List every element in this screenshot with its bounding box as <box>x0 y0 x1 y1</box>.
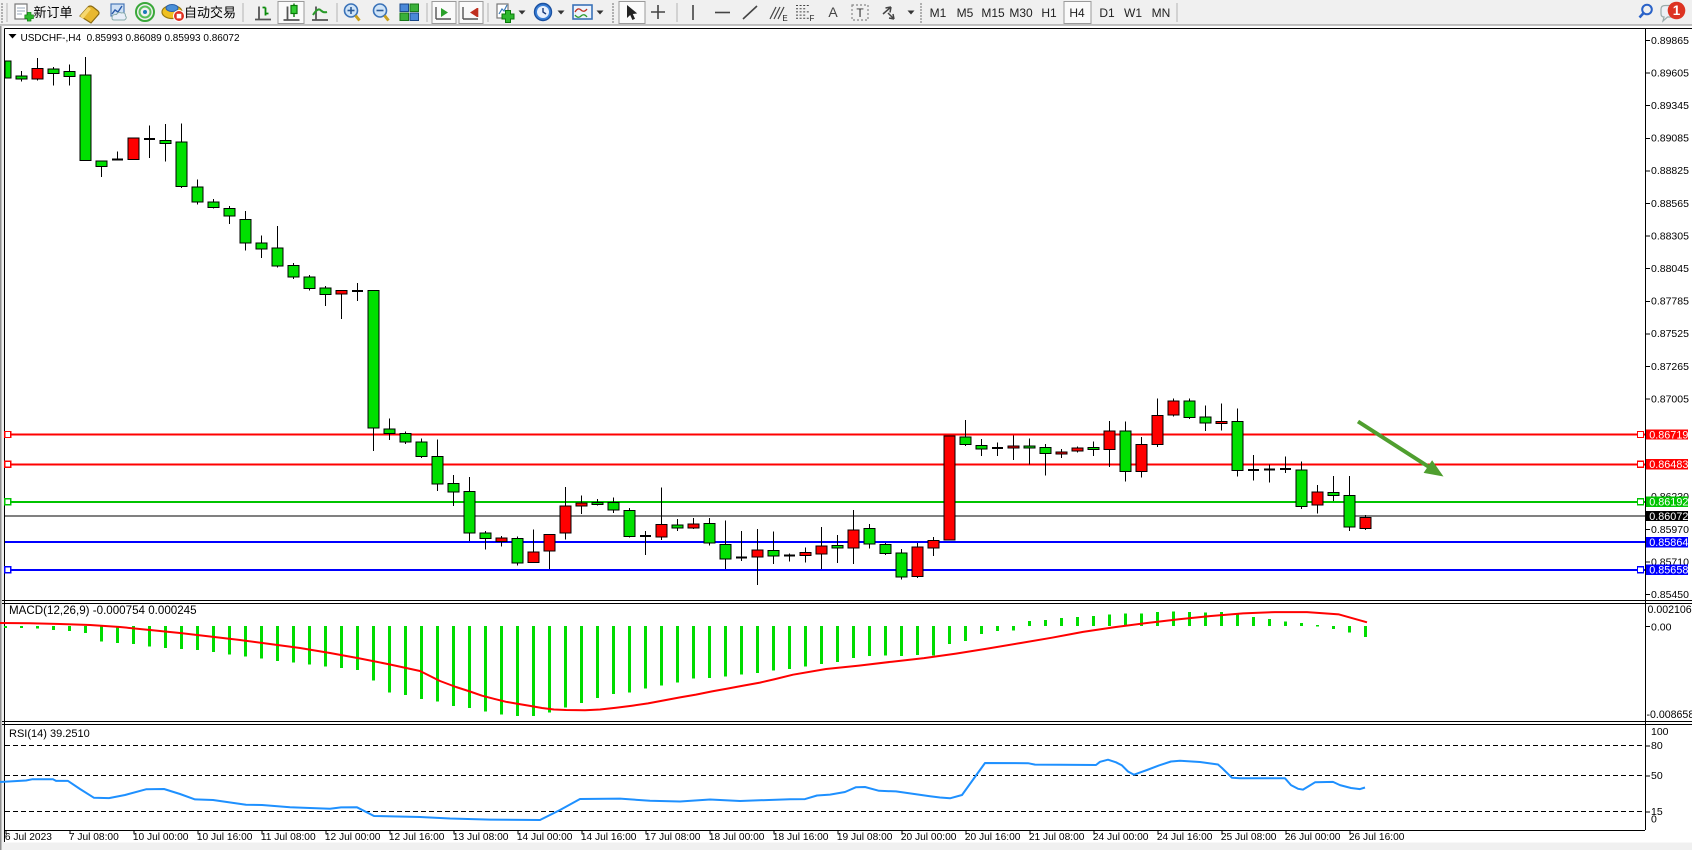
svg-text:7 Jul 08:00: 7 Jul 08:00 <box>69 832 119 843</box>
svg-text:20 Jul 00:00: 20 Jul 00:00 <box>901 832 957 843</box>
svg-text:0.86719: 0.86719 <box>1649 429 1688 441</box>
svg-text:26 Jul 00:00: 26 Jul 00:00 <box>1285 832 1341 843</box>
svg-text:100: 100 <box>1651 726 1669 738</box>
svg-text:21 Jul 08:00: 21 Jul 08:00 <box>1029 832 1085 843</box>
svg-text:20 Jul 16:00: 20 Jul 16:00 <box>965 832 1021 843</box>
svg-text:15: 15 <box>1651 806 1663 818</box>
svg-text:50: 50 <box>1651 770 1663 782</box>
svg-text:14 Jul 00:00: 14 Jul 00:00 <box>517 832 573 843</box>
svg-text:1: 1 <box>1673 3 1681 18</box>
svg-text:M1: M1 <box>930 6 947 20</box>
svg-text:18 Jul 00:00: 18 Jul 00:00 <box>709 832 765 843</box>
svg-text:19 Jul 08:00: 19 Jul 08:00 <box>837 832 893 843</box>
svg-text:MACD(12,26,9) -0.000754 0.0002: MACD(12,26,9) -0.000754 0.000245 <box>9 604 197 617</box>
svg-text:10 Jul 16:00: 10 Jul 16:00 <box>197 832 253 843</box>
svg-text:新订单: 新订单 <box>33 5 72 20</box>
svg-text:24 Jul 16:00: 24 Jul 16:00 <box>1157 832 1213 843</box>
svg-text:E: E <box>782 14 787 23</box>
svg-text:H1: H1 <box>1041 6 1057 20</box>
svg-text:0.87525: 0.87525 <box>1651 328 1689 340</box>
svg-text:0.89085: 0.89085 <box>1651 133 1689 145</box>
svg-text:0.89345: 0.89345 <box>1651 100 1689 112</box>
svg-text:M30: M30 <box>1009 6 1033 20</box>
svg-text:11 Jul 08:00: 11 Jul 08:00 <box>261 832 316 843</box>
svg-text:-0.008658: -0.008658 <box>1647 709 1692 721</box>
svg-text:MN: MN <box>1152 6 1171 20</box>
svg-text:0.00: 0.00 <box>1651 621 1672 633</box>
svg-text:A: A <box>828 4 838 20</box>
svg-text:0.002106: 0.002106 <box>1648 604 1692 616</box>
svg-text:H4: H4 <box>1069 6 1085 20</box>
svg-text:0.89865: 0.89865 <box>1651 35 1689 47</box>
svg-text:0.85658: 0.85658 <box>1649 565 1688 577</box>
svg-text:26 Jul 16:00: 26 Jul 16:00 <box>1349 832 1405 843</box>
svg-text:0.85864: 0.85864 <box>1649 537 1688 549</box>
svg-text:25 Jul 08:00: 25 Jul 08:00 <box>1221 832 1277 843</box>
svg-text:13 Jul 08:00: 13 Jul 08:00 <box>453 832 509 843</box>
svg-text:6 Jul 2023: 6 Jul 2023 <box>5 832 52 843</box>
svg-text:USDCHF-,H4 0.85993 0.86089 0.: USDCHF-,H4 0.85993 0.86089 0.85993 0.860… <box>21 33 240 44</box>
svg-text:17 Jul 08:00: 17 Jul 08:00 <box>645 832 701 843</box>
svg-text:0.85970: 0.85970 <box>1651 524 1689 536</box>
svg-text:M5: M5 <box>957 6 974 20</box>
svg-text:自动交易: 自动交易 <box>184 5 236 20</box>
svg-text:0.87265: 0.87265 <box>1651 361 1689 373</box>
svg-text:0.87785: 0.87785 <box>1651 296 1689 308</box>
svg-text:0: 0 <box>1651 814 1657 826</box>
svg-text:80: 80 <box>1651 740 1663 752</box>
svg-text:18 Jul 16:00: 18 Jul 16:00 <box>773 832 829 843</box>
svg-text:24 Jul 00:00: 24 Jul 00:00 <box>1093 832 1149 843</box>
svg-text:0.88825: 0.88825 <box>1651 165 1689 177</box>
svg-text:12 Jul 16:00: 12 Jul 16:00 <box>389 832 445 843</box>
svg-text:0.88305: 0.88305 <box>1651 230 1689 242</box>
svg-text:W1: W1 <box>1124 6 1142 20</box>
svg-text:0.88565: 0.88565 <box>1651 198 1689 210</box>
svg-text:14 Jul 16:00: 14 Jul 16:00 <box>581 832 637 843</box>
svg-text:10 Jul 00:00: 10 Jul 00:00 <box>133 832 189 843</box>
svg-text:0.87005: 0.87005 <box>1651 393 1689 405</box>
svg-text:F: F <box>810 14 815 23</box>
svg-text:12 Jul 00:00: 12 Jul 00:00 <box>325 832 381 843</box>
svg-text:D1: D1 <box>1099 6 1115 20</box>
svg-text:0.86072: 0.86072 <box>1649 511 1688 523</box>
svg-text:0.88045: 0.88045 <box>1651 263 1689 275</box>
svg-text:M15: M15 <box>981 6 1005 20</box>
svg-text:0.85450: 0.85450 <box>1651 589 1689 601</box>
svg-text:T: T <box>856 6 864 20</box>
svg-text:0.89605: 0.89605 <box>1651 67 1689 79</box>
svg-text:0.86192: 0.86192 <box>1649 497 1688 509</box>
svg-text:0.86483: 0.86483 <box>1649 459 1688 471</box>
svg-text:RSI(14) 39.2510: RSI(14) 39.2510 <box>9 728 90 740</box>
